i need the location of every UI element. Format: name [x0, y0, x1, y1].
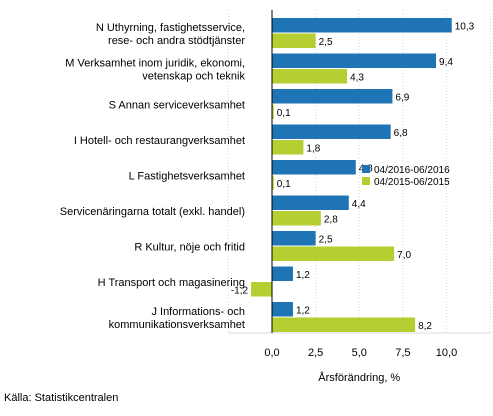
category-label: Servicenäringarna totalt (exkl. handel) — [60, 206, 245, 218]
legend-label: 04/2016-06/2016 — [374, 165, 450, 176]
legend-swatch — [362, 165, 370, 173]
x-tick-label: 0,0 — [264, 347, 279, 359]
data-label: 0,1 — [277, 179, 291, 190]
bar — [272, 53, 437, 68]
x-tick-label: 5,0 — [352, 347, 367, 359]
bar — [272, 140, 304, 155]
category-label: M Verksamhet inom juridik, ekonomi, — [65, 58, 245, 70]
bar — [272, 211, 321, 226]
x-tick-label: 2,5 — [308, 347, 323, 359]
category-label: R Kultur, nöje och fritid — [134, 242, 245, 254]
category-label: J Informations- och — [151, 306, 245, 318]
data-label: 2,5 — [319, 37, 333, 48]
bar — [272, 246, 395, 261]
bar — [251, 282, 272, 297]
bar — [272, 33, 316, 48]
category-label: L Fastighetsverksamhet — [129, 171, 245, 183]
data-label: 6,9 — [395, 92, 409, 103]
data-label: 9,4 — [439, 57, 453, 68]
bar — [272, 302, 293, 317]
source-note: Källa: Statistikcentralen — [4, 392, 119, 404]
category-label: H Transport och magasinering — [98, 277, 245, 289]
data-label: 0,1 — [277, 108, 291, 119]
bar — [272, 89, 393, 104]
bar — [272, 175, 274, 190]
x-axis-label: Årsförändring, % — [318, 371, 400, 384]
chart: 10,32,59,44,36,90,16,81,84,80,14,42,82,5… — [60, 10, 491, 384]
legend-swatch — [362, 177, 370, 185]
legend-label: 04/2015-06/2015 — [374, 177, 450, 188]
category-label: S Annan serviceverksamhet — [109, 100, 245, 112]
category-label: N Uthyrning, fastighetsservice, — [96, 22, 245, 34]
data-label: 7,0 — [397, 250, 411, 261]
data-label: 2,8 — [324, 214, 338, 225]
category-label: kommunikationsverksamhet — [109, 319, 245, 331]
x-tick-label: 7,5 — [395, 347, 410, 359]
bar — [272, 266, 293, 281]
category-label: vetenskap och teknik — [142, 71, 245, 83]
category-label: I Hotell- och restaurangverksamhet — [74, 135, 245, 147]
data-label: 1,8 — [306, 143, 320, 154]
data-label: 10,3 — [455, 21, 475, 32]
bar — [272, 18, 452, 33]
data-label: 4,3 — [350, 72, 364, 83]
bar — [272, 195, 349, 210]
data-label: 6,8 — [394, 128, 408, 139]
data-label: 1,2 — [296, 305, 310, 316]
x-ticks: 0,0 2,5 5,0 7,5 10,0 — [264, 347, 457, 359]
data-label: 8,2 — [418, 321, 432, 332]
data-label: -1,2 — [231, 285, 249, 296]
x-tick-label: 10,0 — [436, 347, 457, 359]
bars — [251, 18, 452, 332]
bar — [272, 317, 416, 332]
bar — [272, 124, 391, 139]
data-label: 1,2 — [296, 270, 310, 281]
data-label: 4,4 — [352, 199, 366, 210]
bar — [272, 231, 316, 246]
bar — [272, 160, 356, 175]
data-label: 2,5 — [319, 234, 333, 245]
bar — [272, 69, 348, 84]
bar — [272, 104, 274, 119]
category-labels: N Uthyrning, fastighetsservice,rese- och… — [60, 22, 246, 331]
category-label: rese- och andra stödtjänster — [108, 35, 245, 47]
